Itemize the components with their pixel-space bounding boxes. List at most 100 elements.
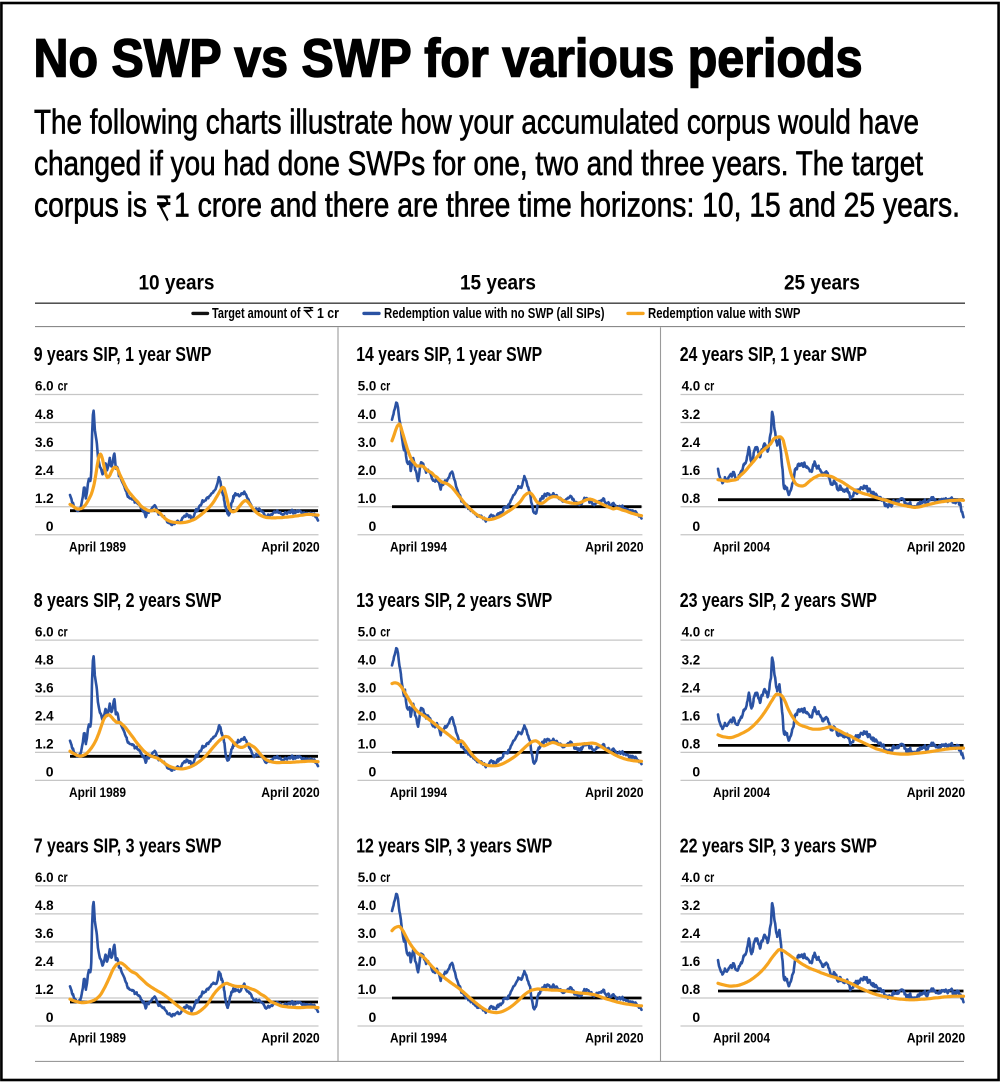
svg-text:12 years SIP, 3 years SWP: 12 years SIP, 3 years SWP (356, 835, 552, 857)
svg-text:April 2020: April 2020 (585, 1030, 644, 1046)
svg-text:3.2: 3.2 (682, 897, 701, 913)
svg-text:14 years SIP, 1 year SWP: 14 years SIP, 1 year SWP (356, 344, 542, 366)
svg-text:0: 0 (46, 1009, 54, 1025)
svg-text:The following charts illustrat: The following charts illustrate how your… (34, 104, 919, 142)
svg-text:4.0: 4.0 (358, 406, 377, 422)
svg-text:4.0: 4.0 (358, 897, 377, 913)
svg-text:0: 0 (369, 1009, 377, 1025)
svg-text:0: 0 (692, 518, 700, 534)
svg-text:April 2020: April 2020 (907, 784, 966, 800)
svg-text:1 crore and there are three ti: 1 crore and there are three time horizon… (174, 187, 960, 225)
svg-text:4.0: 4.0 (682, 378, 701, 394)
svg-text:4.8: 4.8 (35, 897, 54, 913)
svg-text:0: 0 (46, 518, 54, 534)
svg-text:April 2020: April 2020 (585, 538, 644, 554)
svg-text:cr: cr (704, 623, 714, 639)
svg-text:April 1989: April 1989 (69, 538, 126, 554)
svg-text:1.0: 1.0 (358, 736, 377, 752)
svg-text:cr: cr (58, 378, 68, 394)
svg-text:April 1994: April 1994 (390, 1030, 447, 1046)
svg-text:8 years SIP, 2 years SWP: 8 years SIP, 2 years SWP (34, 590, 222, 612)
svg-text:April 1989: April 1989 (69, 784, 126, 800)
svg-text:corpus is: corpus is (34, 187, 147, 225)
svg-text:24 years SIP, 1 year SWP: 24 years SIP, 1 year SWP (680, 344, 867, 366)
svg-text:April 1989: April 1989 (69, 1030, 126, 1046)
svg-text:13 years SIP, 2 years SWP: 13 years SIP, 2 years SWP (356, 590, 552, 612)
svg-text:2.4: 2.4 (35, 462, 54, 478)
svg-text:cr: cr (704, 869, 714, 885)
svg-text:April 2020: April 2020 (907, 538, 966, 554)
svg-text:1.6: 1.6 (682, 708, 701, 724)
svg-text:3.6: 3.6 (35, 925, 54, 941)
svg-text:22 years SIP, 3 years SWP: 22 years SIP, 3 years SWP (680, 835, 877, 857)
svg-text:April 1994: April 1994 (390, 784, 447, 800)
svg-text:April 2020: April 2020 (907, 1030, 966, 1046)
svg-text:2.4: 2.4 (682, 680, 701, 696)
svg-text:23 years SIP, 2 years SWP: 23 years SIP, 2 years SWP (680, 590, 877, 612)
svg-text:3.2: 3.2 (682, 406, 701, 422)
svg-text:2.4: 2.4 (35, 953, 54, 969)
svg-text:0: 0 (369, 518, 377, 534)
svg-text:cr: cr (380, 869, 390, 885)
svg-text:changed if you had done SWPs f: changed if you had done SWPs for one, tw… (34, 145, 923, 183)
svg-text:2.0: 2.0 (358, 462, 377, 478)
svg-text:Redemption value with SWP: Redemption value with SWP (648, 305, 801, 322)
svg-text:cr: cr (704, 378, 714, 394)
svg-text:1 cr: 1 cr (317, 305, 339, 322)
svg-text:7 years SIP, 3 years SWP: 7 years SIP, 3 years SWP (34, 835, 222, 857)
svg-text:April 1994: April 1994 (390, 538, 447, 554)
svg-text:4.0: 4.0 (358, 651, 377, 667)
svg-text:April 2020: April 2020 (261, 538, 320, 554)
svg-text:cr: cr (58, 869, 68, 885)
svg-text:April 2020: April 2020 (585, 784, 644, 800)
svg-text:5.0: 5.0 (358, 623, 377, 639)
svg-text:1.2: 1.2 (35, 736, 54, 752)
svg-text:0: 0 (46, 764, 54, 780)
svg-text:0.8: 0.8 (682, 981, 701, 997)
svg-text:0.8: 0.8 (682, 736, 701, 752)
svg-text:3.6: 3.6 (35, 434, 54, 450)
svg-text:0: 0 (692, 1009, 700, 1025)
svg-text:1.0: 1.0 (358, 981, 377, 997)
svg-text:Redemption value with no SWP (: Redemption value with no SWP (all SIPs) (384, 305, 605, 322)
svg-text:4.8: 4.8 (35, 406, 54, 422)
svg-text:5.0: 5.0 (358, 378, 377, 394)
svg-text:2.4: 2.4 (35, 708, 54, 724)
svg-text:1.2: 1.2 (35, 981, 54, 997)
svg-text:cr: cr (380, 623, 390, 639)
svg-text:2.0: 2.0 (358, 708, 377, 724)
svg-text:Target amount of: Target amount of (212, 305, 301, 322)
svg-text:4.0: 4.0 (682, 869, 701, 885)
svg-text:3.6: 3.6 (35, 680, 54, 696)
svg-text:1.0: 1.0 (358, 490, 377, 506)
svg-text:5.0: 5.0 (358, 869, 377, 885)
svg-text:2.4: 2.4 (682, 434, 701, 450)
svg-text:6.0: 6.0 (35, 869, 54, 885)
svg-text:4.0: 4.0 (682, 623, 701, 639)
svg-text:6.0: 6.0 (35, 378, 54, 394)
svg-text:3.2: 3.2 (682, 651, 701, 667)
svg-text:10 years: 10 years (139, 271, 215, 295)
svg-text:4.8: 4.8 (35, 651, 54, 667)
svg-text:April 2020: April 2020 (261, 784, 320, 800)
svg-text:April 2004: April 2004 (713, 784, 770, 800)
svg-text:2.0: 2.0 (358, 953, 377, 969)
svg-text:0: 0 (692, 764, 700, 780)
svg-text:April 2004: April 2004 (713, 538, 770, 554)
svg-text:25 years: 25 years (784, 271, 860, 295)
svg-text:1.6: 1.6 (682, 462, 701, 478)
svg-text:April 2020: April 2020 (261, 1030, 320, 1046)
svg-text:cr: cr (58, 623, 68, 639)
svg-text:2.4: 2.4 (682, 925, 701, 941)
svg-text:1.6: 1.6 (682, 953, 701, 969)
svg-text:0.8: 0.8 (682, 490, 701, 506)
svg-text:3.0: 3.0 (358, 680, 377, 696)
svg-text:0: 0 (369, 764, 377, 780)
svg-text:3.0: 3.0 (358, 434, 377, 450)
svg-text:3.0: 3.0 (358, 925, 377, 941)
svg-text:6.0: 6.0 (35, 623, 54, 639)
svg-text:15 years: 15 years (460, 271, 536, 295)
svg-text:April 2004: April 2004 (713, 1030, 770, 1046)
svg-text:cr: cr (380, 378, 390, 394)
svg-text:No SWP vs SWP for various peri: No SWP vs SWP for various periods (34, 29, 863, 89)
